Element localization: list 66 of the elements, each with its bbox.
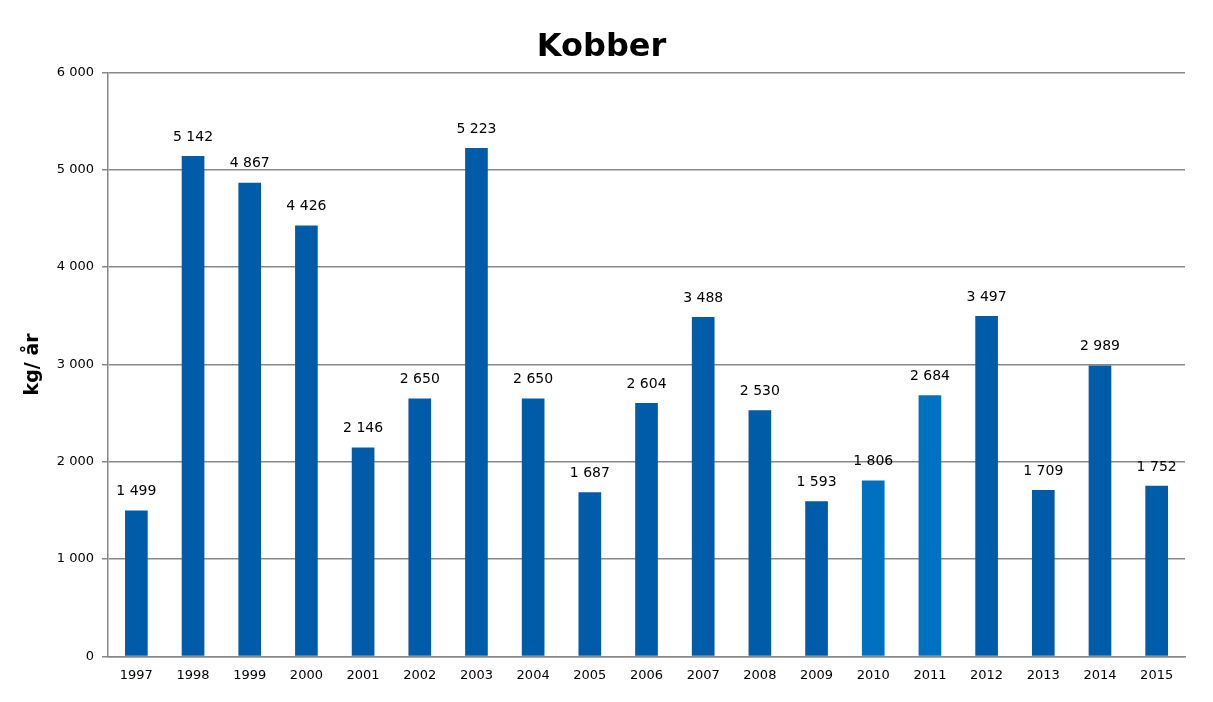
- bar: [181, 155, 205, 656]
- y-tick-label: 3 000: [56, 355, 95, 371]
- bar: [918, 395, 942, 656]
- data-label: 2 684: [909, 366, 951, 383]
- data-label: 2 530: [739, 381, 780, 398]
- x-tick-label: 2010: [856, 666, 890, 682]
- data-label: 1 752: [1136, 457, 1177, 474]
- x-tick-label: 2015: [1140, 666, 1174, 682]
- x-tick-label: 2008: [743, 666, 777, 682]
- y-tick-label: 1 000: [56, 550, 95, 566]
- bar: [691, 316, 715, 656]
- y-tick-label: 0: [85, 647, 95, 663]
- bar: [748, 410, 772, 656]
- x-tick-label: 2013: [1026, 666, 1060, 682]
- data-label: 1 806: [853, 452, 894, 469]
- bar: [1145, 485, 1168, 656]
- x-tick-label: 2003: [459, 666, 493, 682]
- chart-title: Kobber: [536, 25, 667, 64]
- data-label: 2 604: [626, 374, 667, 391]
- data-label: 2 146: [343, 419, 384, 436]
- bar: [125, 510, 148, 656]
- x-tick-label: 1998: [176, 666, 210, 682]
- data-label: 1 499: [116, 482, 157, 499]
- bar: [465, 148, 488, 656]
- data-label: 2 650: [399, 370, 440, 387]
- x-tick-label: 1997: [119, 666, 153, 682]
- x-tick-label: 2009: [800, 666, 834, 682]
- bar: [521, 398, 545, 656]
- x-tick-label: 2006: [629, 666, 664, 682]
- bar: [975, 316, 998, 656]
- x-tick-label: 2011: [913, 666, 947, 682]
- x-tick-label: 2000: [289, 666, 323, 682]
- data-label: 1 593: [796, 472, 837, 489]
- bar: [295, 225, 318, 656]
- y-tick-label: 4 000: [56, 258, 95, 274]
- y-tick-label: 6 000: [56, 63, 95, 79]
- y-tick-label: 2 000: [56, 453, 95, 469]
- data-label: 4 867: [229, 154, 270, 171]
- data-label: 5 223: [456, 119, 497, 136]
- x-tick-label: 1999: [233, 666, 267, 682]
- x-tick-label: 2014: [1083, 666, 1117, 682]
- data-label: 1 709: [1023, 461, 1064, 478]
- y-axis-title: kg/ år: [19, 332, 43, 396]
- data-label: 4 426: [286, 197, 327, 214]
- bar: [1088, 365, 1112, 656]
- data-label: 5 142: [172, 127, 214, 144]
- data-label: 2 650: [513, 370, 554, 387]
- x-tick-label: 2002: [403, 666, 437, 682]
- bar: [805, 501, 828, 656]
- bar: [861, 480, 885, 656]
- x-tick-label: 2007: [686, 666, 720, 682]
- data-label: 1 687: [569, 463, 610, 480]
- bar: [635, 402, 658, 656]
- y-tick-label: 5 000: [56, 161, 95, 177]
- data-label: 2 989: [1079, 337, 1121, 354]
- data-label: 3 497: [966, 287, 1007, 304]
- x-tick-label: 2005: [573, 666, 607, 682]
- data-label: 3 488: [683, 288, 724, 305]
- bar: [238, 182, 262, 656]
- x-tick-label: 2012: [970, 666, 1004, 682]
- bar: [408, 398, 432, 656]
- x-tick-label: 2004: [516, 666, 550, 682]
- bar: [578, 492, 602, 656]
- bar: [351, 447, 375, 656]
- x-tick-label: 2001: [346, 666, 380, 682]
- bar: [1031, 490, 1055, 656]
